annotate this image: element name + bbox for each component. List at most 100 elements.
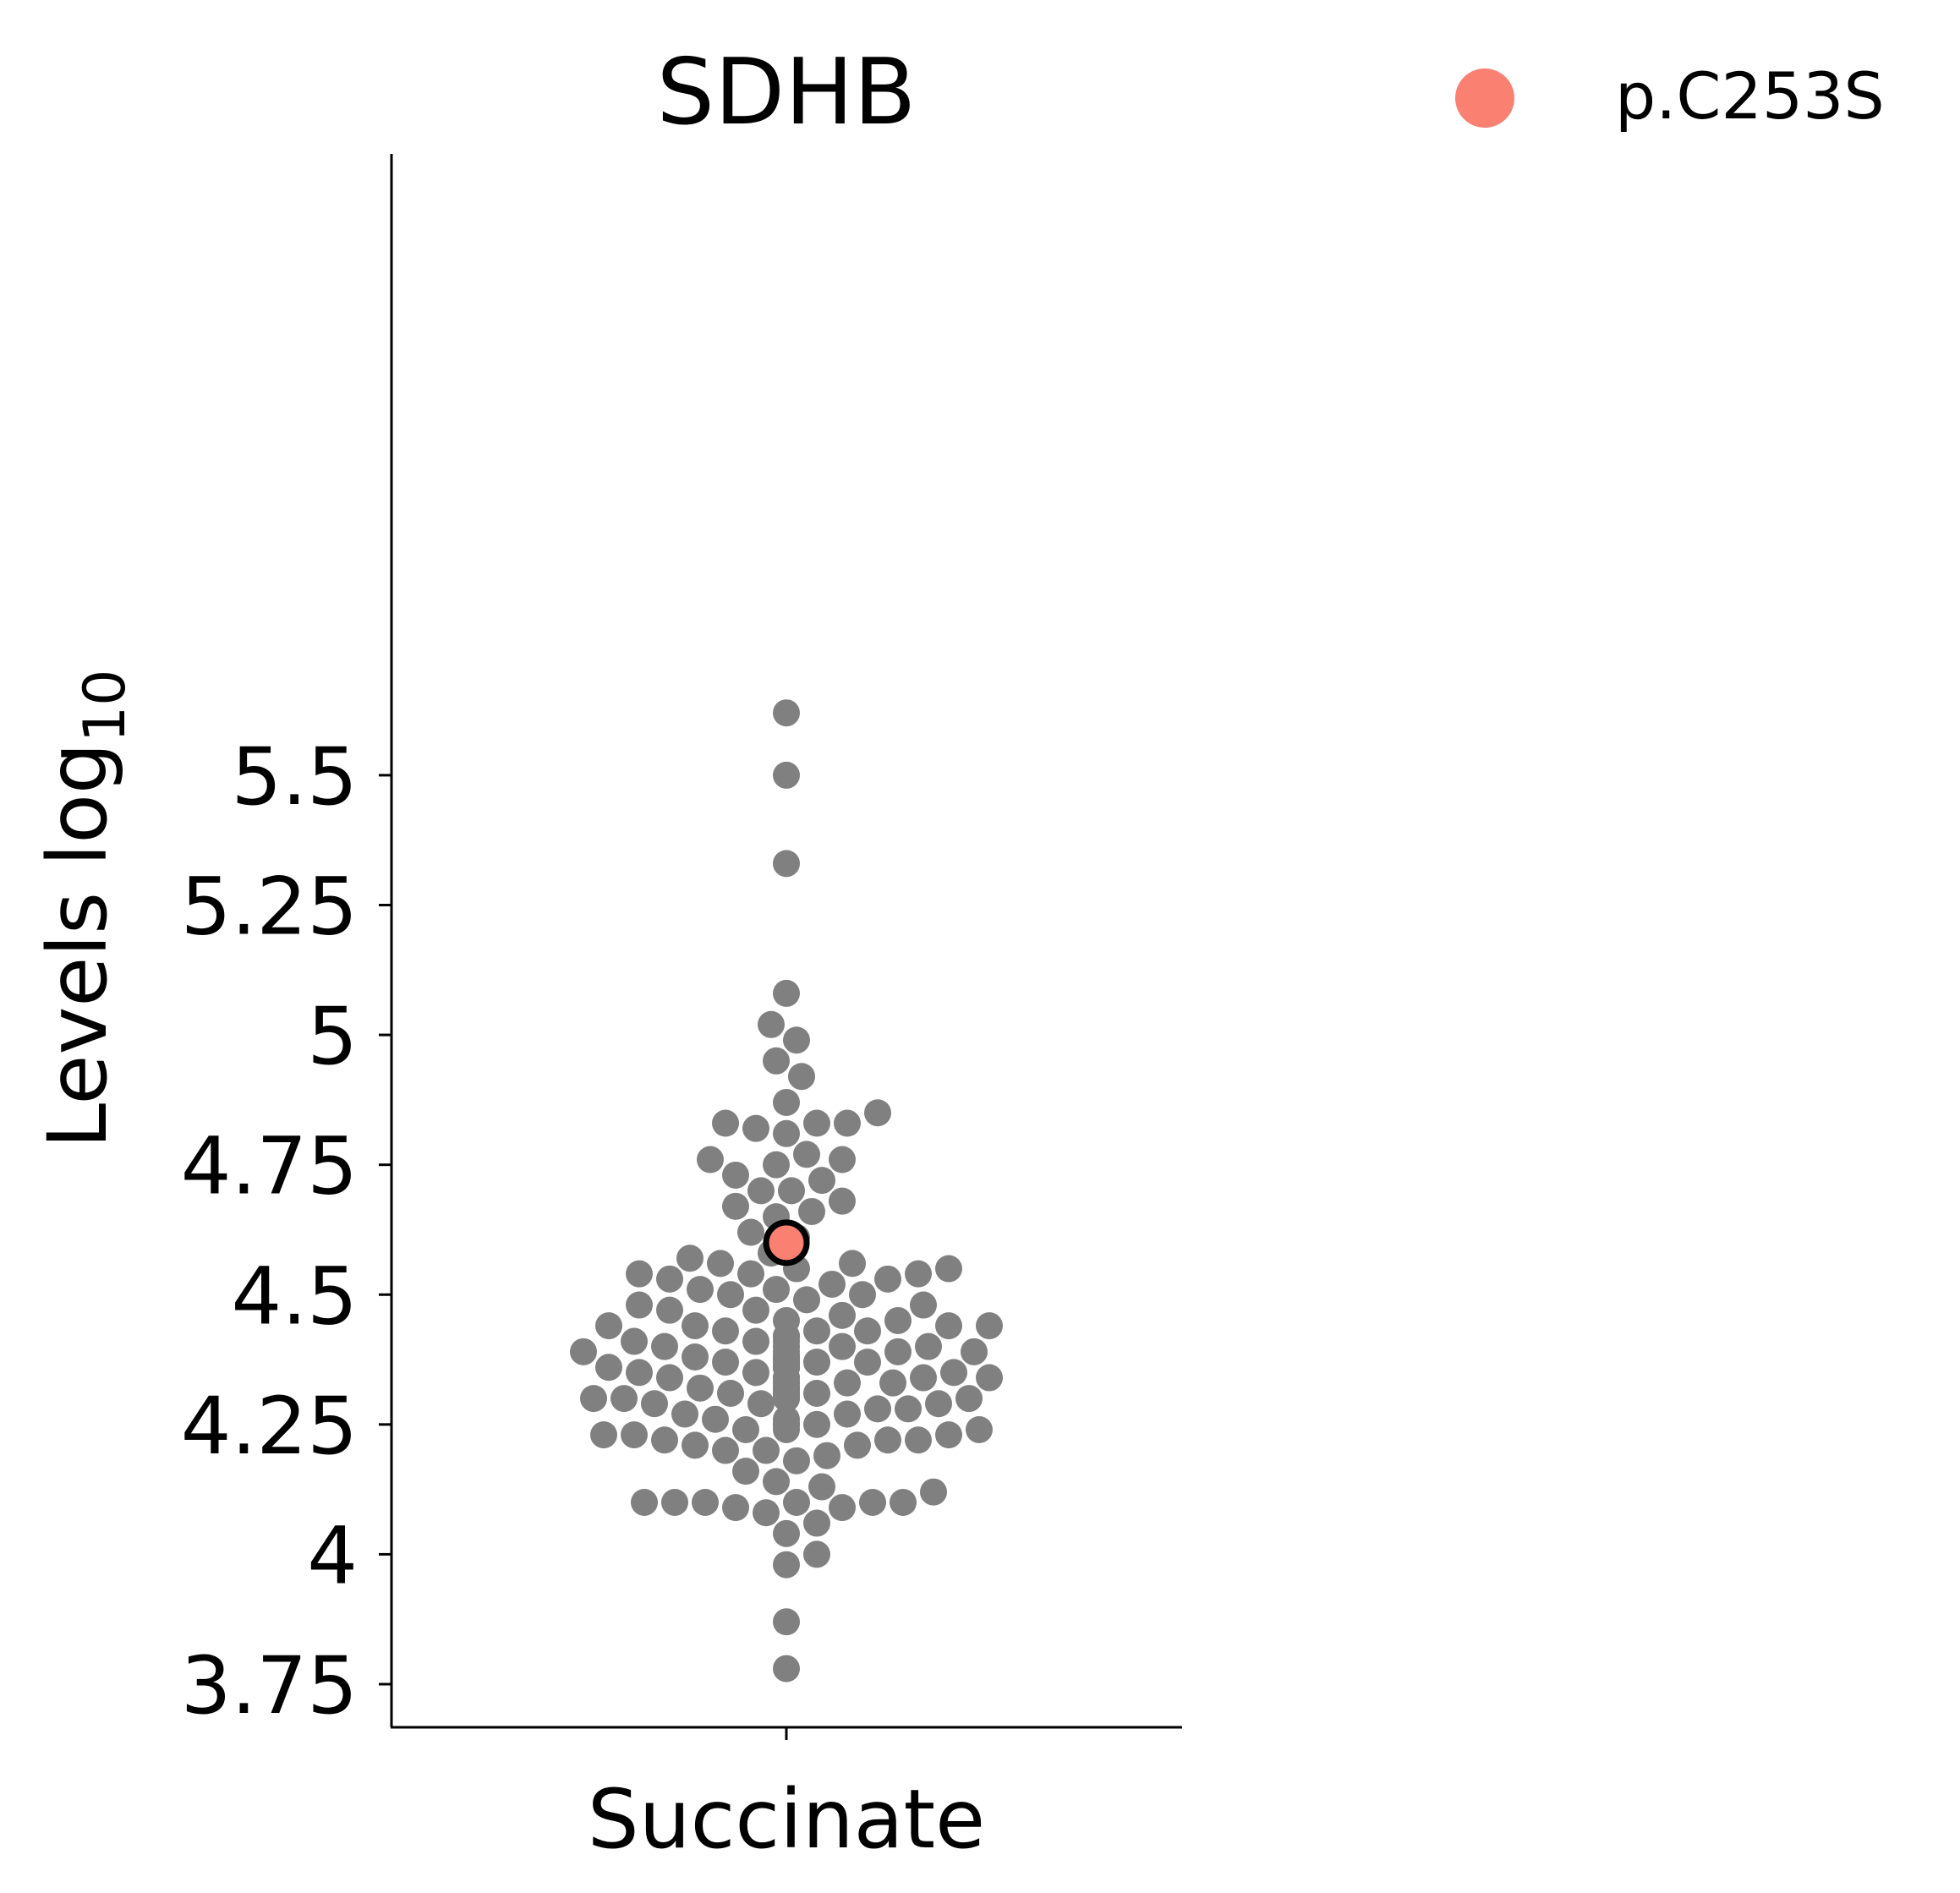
data-point (641, 1390, 668, 1418)
data-point (854, 1349, 881, 1376)
data-point (905, 1260, 932, 1288)
data-point (773, 1551, 800, 1578)
chart-title: SDHB (656, 40, 916, 145)
data-point (595, 1312, 622, 1340)
data-point (742, 1327, 769, 1355)
data-point (717, 1281, 744, 1309)
data-point (829, 1146, 856, 1174)
data-point (763, 1468, 790, 1496)
data-point (859, 1488, 886, 1516)
data-point (631, 1488, 658, 1516)
data-point (610, 1385, 638, 1413)
data-point (829, 1494, 856, 1522)
data-point (935, 1421, 962, 1449)
data-point (773, 979, 800, 1007)
data-point (905, 1426, 932, 1454)
data-point (793, 1286, 820, 1314)
data-point (829, 1301, 856, 1329)
data-point (732, 1415, 759, 1443)
data-point (803, 1540, 830, 1568)
data-point (890, 1488, 917, 1516)
data-point (773, 1306, 800, 1334)
data-point (590, 1421, 617, 1449)
data-point (671, 1400, 698, 1428)
data-point (925, 1390, 952, 1418)
data-point (793, 1141, 820, 1168)
data-point (656, 1296, 683, 1324)
data-point (808, 1167, 835, 1195)
data-point (783, 1026, 810, 1054)
y-tick-label: 5.25 (181, 862, 358, 954)
data-point (722, 1161, 749, 1189)
data-point (687, 1276, 714, 1304)
data-point (682, 1343, 709, 1371)
data-point (651, 1332, 678, 1360)
data-point (742, 1359, 769, 1387)
y-tick-label: 4.25 (181, 1381, 358, 1473)
data-point (626, 1291, 653, 1319)
data-point (874, 1426, 901, 1454)
data-point (834, 1109, 861, 1137)
data-point (783, 1447, 810, 1474)
highlight-point (763, 1219, 810, 1267)
legend-label: p.C253S (1615, 58, 1885, 134)
data-point (773, 1519, 800, 1547)
data-point (717, 1379, 744, 1407)
data-point (849, 1281, 876, 1309)
data-points (570, 699, 1003, 1682)
data-point (803, 1509, 830, 1537)
y-tick-label: 4.5 (232, 1250, 359, 1343)
data-point (788, 1063, 815, 1091)
data-point (895, 1395, 922, 1423)
data-point (773, 1655, 800, 1682)
data-point (687, 1374, 714, 1402)
data-point (803, 1109, 830, 1137)
y-tick-label: 4 (307, 1510, 358, 1602)
data-point (621, 1421, 648, 1449)
data-point (676, 1245, 704, 1272)
data-point (915, 1332, 942, 1360)
data-point (595, 1354, 622, 1381)
data-point (834, 1400, 861, 1428)
data-point (621, 1327, 648, 1355)
data-point (783, 1488, 810, 1516)
data-point (839, 1250, 866, 1278)
data-point (854, 1317, 881, 1345)
data-point (773, 1119, 800, 1147)
data-point (829, 1187, 856, 1215)
data-point (813, 1442, 840, 1469)
data-point (803, 1379, 830, 1407)
data-point (580, 1385, 607, 1413)
y-axis-label-text: Levels log (30, 742, 125, 1148)
data-point (656, 1364, 683, 1392)
data-point (707, 1250, 734, 1278)
data-point (732, 1458, 759, 1485)
data-point (651, 1426, 678, 1454)
data-point (773, 1608, 800, 1636)
data-point (773, 1405, 800, 1433)
data-point (864, 1099, 891, 1127)
data-point (874, 1265, 901, 1293)
data-point (844, 1431, 871, 1459)
data-point (692, 1488, 719, 1516)
data-point (879, 1369, 906, 1397)
y-tick-label: 4.75 (181, 1121, 358, 1213)
data-point (763, 1151, 790, 1179)
y-axis-label-subscript: 10 (72, 670, 139, 743)
data-point (682, 1431, 709, 1459)
data-point (910, 1291, 937, 1319)
data-point (818, 1270, 846, 1298)
data-point (935, 1312, 962, 1340)
data-point (920, 1478, 947, 1506)
data-point (966, 1415, 993, 1443)
data-point (773, 850, 800, 878)
data-point (961, 1338, 988, 1365)
data-point (864, 1395, 891, 1423)
data-point (773, 699, 800, 727)
y-tick-label: 5.5 (232, 731, 359, 823)
data-point (758, 1010, 785, 1038)
data-point (803, 1317, 830, 1345)
data-point (737, 1218, 764, 1246)
data-point (753, 1436, 780, 1464)
